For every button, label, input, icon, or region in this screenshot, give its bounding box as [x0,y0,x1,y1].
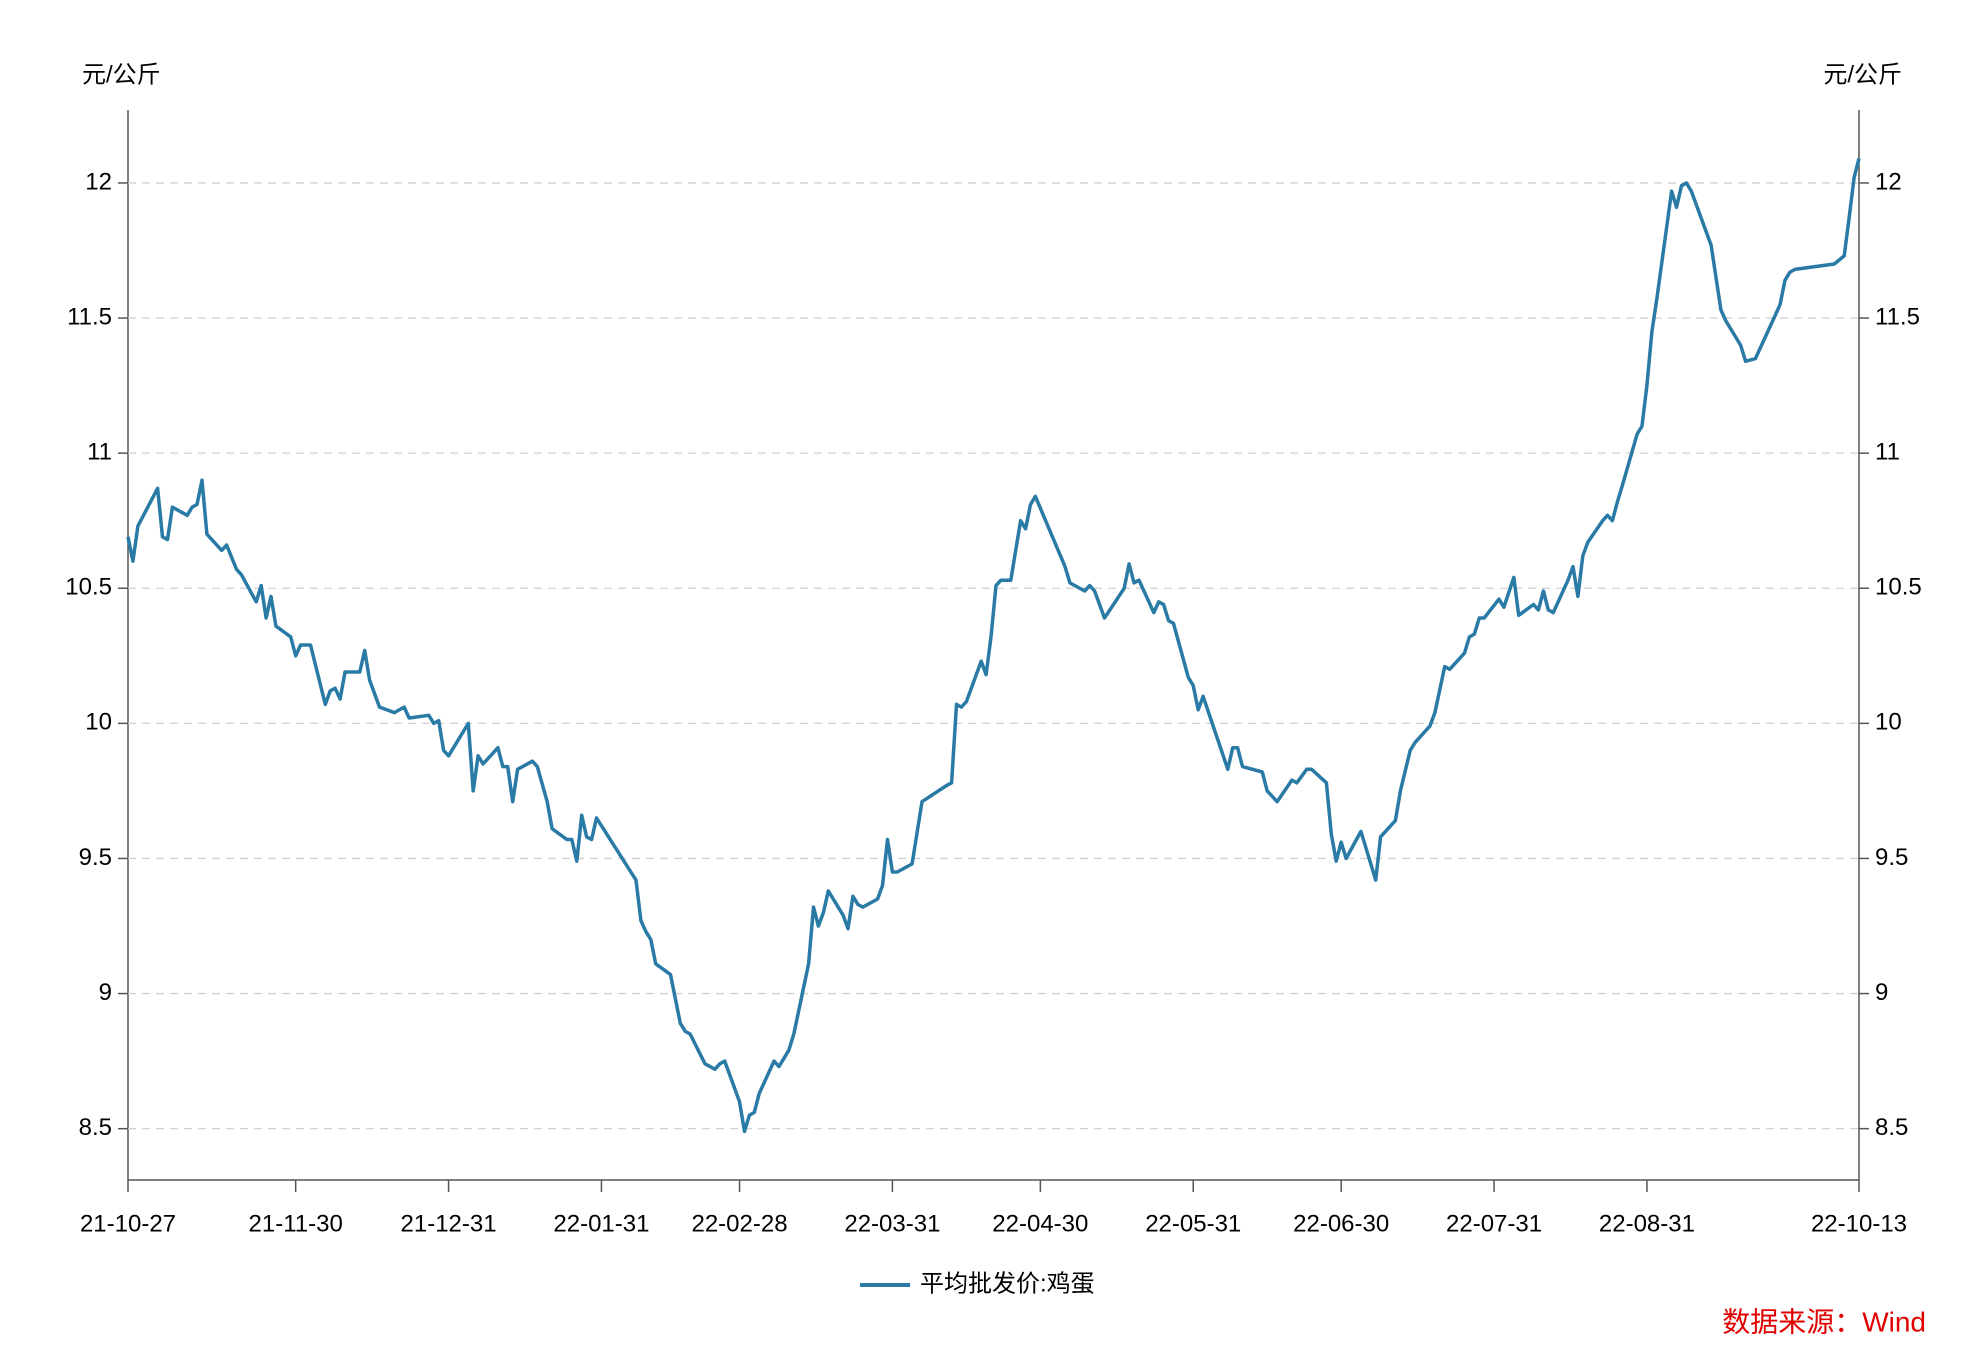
x-tick-label: 22-02-28 [691,1210,787,1237]
y-tick-label: 9.5 [79,844,112,871]
source-note: 数据来源：Wind [1722,1306,1926,1337]
legend-label: 平均批发价:鸡蛋 [920,1270,1095,1297]
x-tick-label: 21-12-31 [401,1210,497,1237]
y2-axis-label: 元/公斤 [1823,61,1902,88]
y2-tick-label: 11.5 [1875,303,1920,330]
x-tick-label: 22-10-13 [1811,1210,1907,1237]
y-tick-label: 10 [85,709,112,736]
data-line [126,158,1861,1134]
y2-tick-label: 12 [1875,168,1902,195]
y-tick-label: 12 [85,168,112,195]
y-tick-label: 11 [87,439,112,466]
y-axis-label: 元/公斤 [82,61,161,88]
x-tick-label: 22-08-31 [1599,1210,1695,1237]
y-tick-label: 9 [99,979,112,1006]
y-tick-label: 8.5 [79,1114,112,1141]
x-tick-label: 22-05-31 [1145,1210,1241,1237]
x-tick-label: 22-01-31 [553,1210,649,1237]
y2-tick-label: 10.5 [1875,574,1922,601]
y2-tick-label: 10 [1875,709,1902,736]
x-tick-label: 22-04-30 [992,1210,1088,1237]
x-tick-label: 22-06-30 [1293,1210,1389,1237]
y2-tick-label: 11 [1875,439,1900,466]
y-tick-label: 11.5 [67,303,112,330]
x-tick-label: 22-07-31 [1446,1210,1542,1237]
x-tick-label: 22-03-31 [844,1210,940,1237]
y2-tick-label: 9.5 [1875,844,1908,871]
y2-tick-label: 9 [1875,979,1888,1006]
x-tick-label: 21-11-30 [249,1210,343,1237]
x-tick-label: 21-10-27 [80,1210,176,1237]
y2-tick-label: 8.5 [1875,1114,1908,1141]
y-tick-label: 10.5 [65,574,112,601]
